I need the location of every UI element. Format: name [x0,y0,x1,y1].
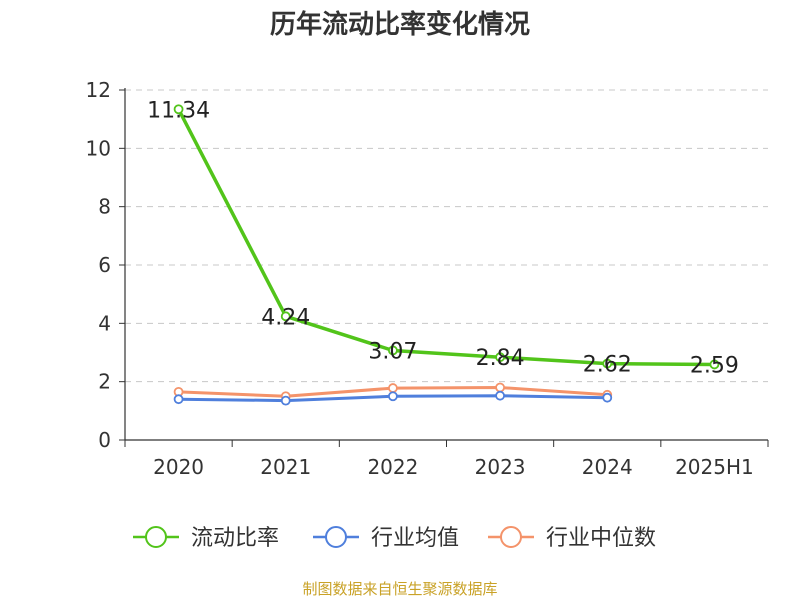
y-tick-label: 0 [98,428,111,452]
x-tick-label: 2022 [367,455,418,479]
y-tick-label: 6 [98,253,111,277]
x-tick-label: 2024 [582,455,633,479]
legend-label: 行业均值 [371,526,459,551]
legend-marker [145,526,167,548]
data-point [495,382,505,393]
legend-label: 流动比率 [191,526,279,551]
data-label: 11.34 [147,98,210,123]
data-point [388,391,398,402]
series-line [177,108,715,367]
y-tick-label: 4 [98,311,111,335]
legend-marker [500,526,522,548]
y-tick-label: 2 [98,370,111,394]
data-point [280,395,291,406]
data-point [173,104,184,115]
legend-label: 行业中位数 [546,526,656,551]
y-tick-label: 10 [86,136,111,160]
data-label: 2.59 [690,353,739,378]
data-point [495,352,505,363]
data-point [709,359,720,370]
y-tick-label: 12 [86,78,111,102]
data-point [602,392,613,403]
y-tick-label: 8 [98,195,111,219]
chart-title: 历年流动比率变化情况 [269,10,530,40]
data-label: 2.84 [476,346,525,371]
data-point [388,383,398,393]
x-tick-label: 2023 [475,455,526,479]
data-label: 2.62 [583,353,632,378]
data-point [173,394,184,405]
data-point [388,345,398,356]
data-point [495,390,505,401]
data-label: 3.07 [368,339,417,364]
data-label: 4.24 [261,305,310,330]
x-tick-label: 2021 [260,455,311,479]
data-source-note: 制图数据来自恒生聚源数据库 [302,580,498,598]
x-tick-label: 2025H1 [675,455,754,479]
x-tick-label: 2020 [153,455,204,479]
data-point [280,311,291,322]
legend-marker [325,526,347,548]
data-point [602,358,613,369]
